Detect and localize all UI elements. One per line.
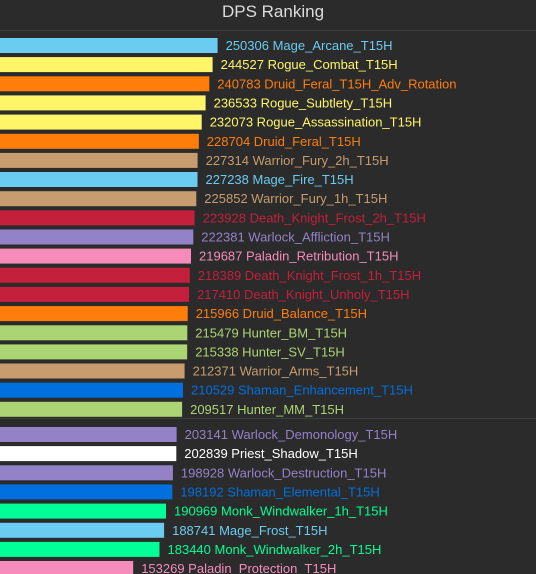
bar-mage_arcane_t15h xyxy=(0,38,218,53)
bar-label-druid_feral_t15h: 228704 Druid_Feral_T15H xyxy=(207,134,361,149)
bar-label-hunter_sv_t15h: 215338 Hunter_SV_T15H xyxy=(195,344,345,359)
bar-label-death_knight_frost_2h_t15h: 223928 Death_Knight_Frost_2h_T15H xyxy=(203,210,426,225)
bar-monk_windwalker_1h_t15h xyxy=(0,503,166,519)
bar-hunter_bm_t15h xyxy=(0,325,188,341)
bar-label-mage_frost_t15h: 188741 Mage_Frost_T15H xyxy=(172,523,327,538)
chart-title: DPS Ranking xyxy=(221,2,325,21)
bar-warrior_fury_2h_t15h xyxy=(0,152,198,168)
bar-warlock_destruction_t15h xyxy=(0,465,173,481)
bar-label-paladin_retribution_t15h: 219687 Paladin_Retribution_T15H xyxy=(199,249,398,264)
bar-label-death_knight_frost_1h_t15h: 218389 Death_Knight_Frost_1h_T15H xyxy=(198,268,421,283)
bar-label-warlock_demonology_t15h: 203141 Warlock_Demonology_T15H xyxy=(185,427,398,442)
bar-label-hunter_bm_t15h: 215479 Hunter_BM_T15H xyxy=(195,325,347,340)
bar-druid_feral_t15h xyxy=(0,133,199,149)
bar-label-warrior_arms_t15h: 212371 Warrior_Arms_T15H xyxy=(193,364,359,379)
bar-hunter_sv_t15h xyxy=(0,344,188,360)
bar-label-rogue_subtlety_t15h: 236533 Rogue_Subtlety_T15H xyxy=(214,95,393,110)
bar-druid_balance_t15h xyxy=(0,306,188,322)
bar-label-warrior_fury_1h_t15h: 225852 Warrior_Fury_1h_T15H xyxy=(204,191,387,206)
bar-label-mage_arcane_t15h: 250306 Mage_Arcane_T15H xyxy=(226,38,393,53)
bar-warrior_fury_1h_t15h xyxy=(0,191,197,207)
bar-warrior_arms_t15h xyxy=(0,363,185,379)
bar-label-rogue_combat_t15h: 244527 Rogue_Combat_T15H xyxy=(221,57,398,72)
bar-death_knight_unholy_t15h xyxy=(0,286,189,302)
bar-label-warlock_affliction_t15h: 222381 Warlock_Affliction_T15H xyxy=(201,230,390,245)
bar-monk_windwalker_2h_t15h xyxy=(0,541,160,557)
top-divider xyxy=(0,30,536,31)
bar-label-hunter_mm_t15h: 209517 Hunter_MM_T15H xyxy=(190,402,344,417)
bar-label-monk_windwalker_2h_t15h: 183440 Monk_Windwalker_2h_T15H xyxy=(168,542,382,557)
bar-label-mage_fire_t15h: 227238 Mage_Fire_T15H xyxy=(206,172,354,187)
bar-paladin_retribution_t15h xyxy=(0,248,191,264)
bar-label-priest_shadow_t15h: 202839 Priest_Shadow_T15H xyxy=(184,446,357,461)
bar-shaman_enhancement_t15h xyxy=(0,382,183,398)
bar-mage_frost_t15h xyxy=(0,522,165,538)
bar-hunter_mm_t15h xyxy=(0,401,183,417)
bar-druid_feral_t15h_adv_rotation xyxy=(0,76,210,92)
bar-label-paladin_protection_t15h: 153269 Paladin_Protection_T15H xyxy=(141,561,336,574)
bar-death_knight_frost_1h_t15h xyxy=(0,267,190,283)
bar-death_knight_frost_2h_t15h xyxy=(0,210,195,226)
bar-label-druid_balance_t15h: 215966 Druid_Balance_T15H xyxy=(196,306,367,321)
bar-label-druid_feral_t15h_adv_rotation: 240783 Druid_Feral_T15H_Adv_Rotation xyxy=(217,76,456,91)
bar-label-shaman_enhancement_t15h: 210529 Shaman_Enhancement_T15H xyxy=(191,383,413,398)
bar-priest_shadow_t15h xyxy=(0,446,177,462)
mid-divider xyxy=(0,418,536,419)
bar-warlock_affliction_t15h xyxy=(0,229,194,245)
bar-label-shaman_elemental_t15h: 198192 Shaman_Elemental_T15H xyxy=(180,484,379,499)
bar-label-death_knight_unholy_t15h: 217410 Death_Knight_Unholy_T15H xyxy=(197,287,410,302)
bar-label-monk_windwalker_1h_t15h: 190969 Monk_Windwalker_1h_T15H xyxy=(174,504,388,519)
bar-rogue_subtlety_t15h xyxy=(0,95,206,111)
bar-rogue_combat_t15h xyxy=(0,57,213,73)
bar-mage_fire_t15h xyxy=(0,172,198,187)
bar-warlock_demonology_t15h xyxy=(0,427,177,442)
bar-label-rogue_assassination_t15h: 232073 Rogue_Assassination_T15H xyxy=(210,115,422,130)
bar-label-warrior_fury_2h_t15h: 227314 Warrior_Fury_2h_T15H xyxy=(206,153,389,168)
bar-rogue_assassination_t15h xyxy=(0,114,202,130)
bar-label-warlock_destruction_t15h: 198928 Warlock_Destruction_T15H xyxy=(181,465,386,480)
bar-paladin_protection_t15h xyxy=(0,561,134,574)
bar-shaman_elemental_t15h xyxy=(0,484,173,500)
